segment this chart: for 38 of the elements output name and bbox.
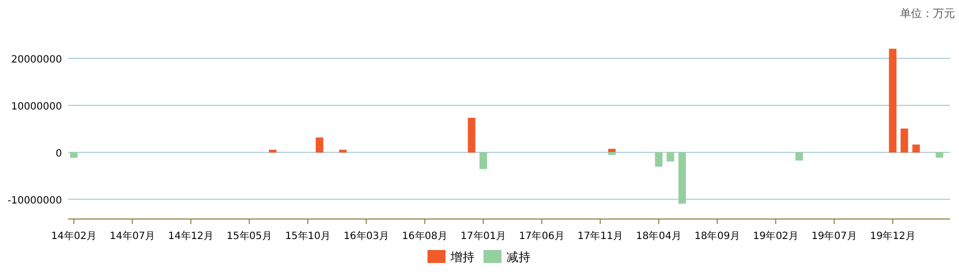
text: 单位：万元 bbox=[900, 7, 955, 20]
bar bbox=[666, 152, 674, 162]
x-tick-label: 17年06月 bbox=[519, 230, 564, 242]
x-tick-label: 15年10月 bbox=[285, 230, 331, 242]
y-tick-label: 20000000 bbox=[11, 54, 62, 66]
x-tick-label: 19年12月 bbox=[870, 230, 916, 242]
bar bbox=[316, 138, 324, 153]
bar bbox=[678, 152, 686, 204]
x-tick-label: 18年04月 bbox=[636, 230, 682, 242]
bar bbox=[468, 118, 476, 153]
y-tick-label: 0 bbox=[56, 148, 62, 160]
x-tick-label: 17年11月 bbox=[578, 230, 623, 242]
x-tick-label: 14年02月 bbox=[51, 230, 97, 242]
x-tick-label: 19年07月 bbox=[811, 230, 857, 242]
x-tick-label: 16年03月 bbox=[344, 230, 390, 242]
bar bbox=[339, 150, 347, 153]
x-tick-label: 16年08月 bbox=[402, 230, 448, 242]
x-tick-label: 18年09月 bbox=[694, 230, 740, 242]
x-tick-label: 15年05月 bbox=[226, 230, 272, 242]
bar bbox=[70, 152, 78, 158]
x-tick-label: 17年01月 bbox=[460, 230, 506, 242]
y-tick-label: -10000000 bbox=[7, 195, 62, 206]
bar bbox=[654, 152, 662, 167]
bar bbox=[936, 152, 944, 158]
x-tick-label: 14年12月 bbox=[168, 230, 214, 242]
bar bbox=[795, 152, 803, 161]
legend-label: 减持 bbox=[506, 250, 530, 264]
bar bbox=[912, 144, 920, 153]
bar bbox=[480, 152, 488, 169]
y-tick-label: 10000000 bbox=[11, 101, 62, 112]
bar bbox=[900, 128, 908, 153]
x-tick-label: 14年07月 bbox=[110, 230, 156, 242]
x-tick-label: 19年02月 bbox=[752, 230, 798, 242]
bar bbox=[888, 48, 896, 153]
bar bbox=[608, 152, 616, 155]
bar bbox=[268, 150, 276, 153]
bar bbox=[608, 148, 616, 153]
legend-label: 增持 bbox=[450, 250, 474, 264]
